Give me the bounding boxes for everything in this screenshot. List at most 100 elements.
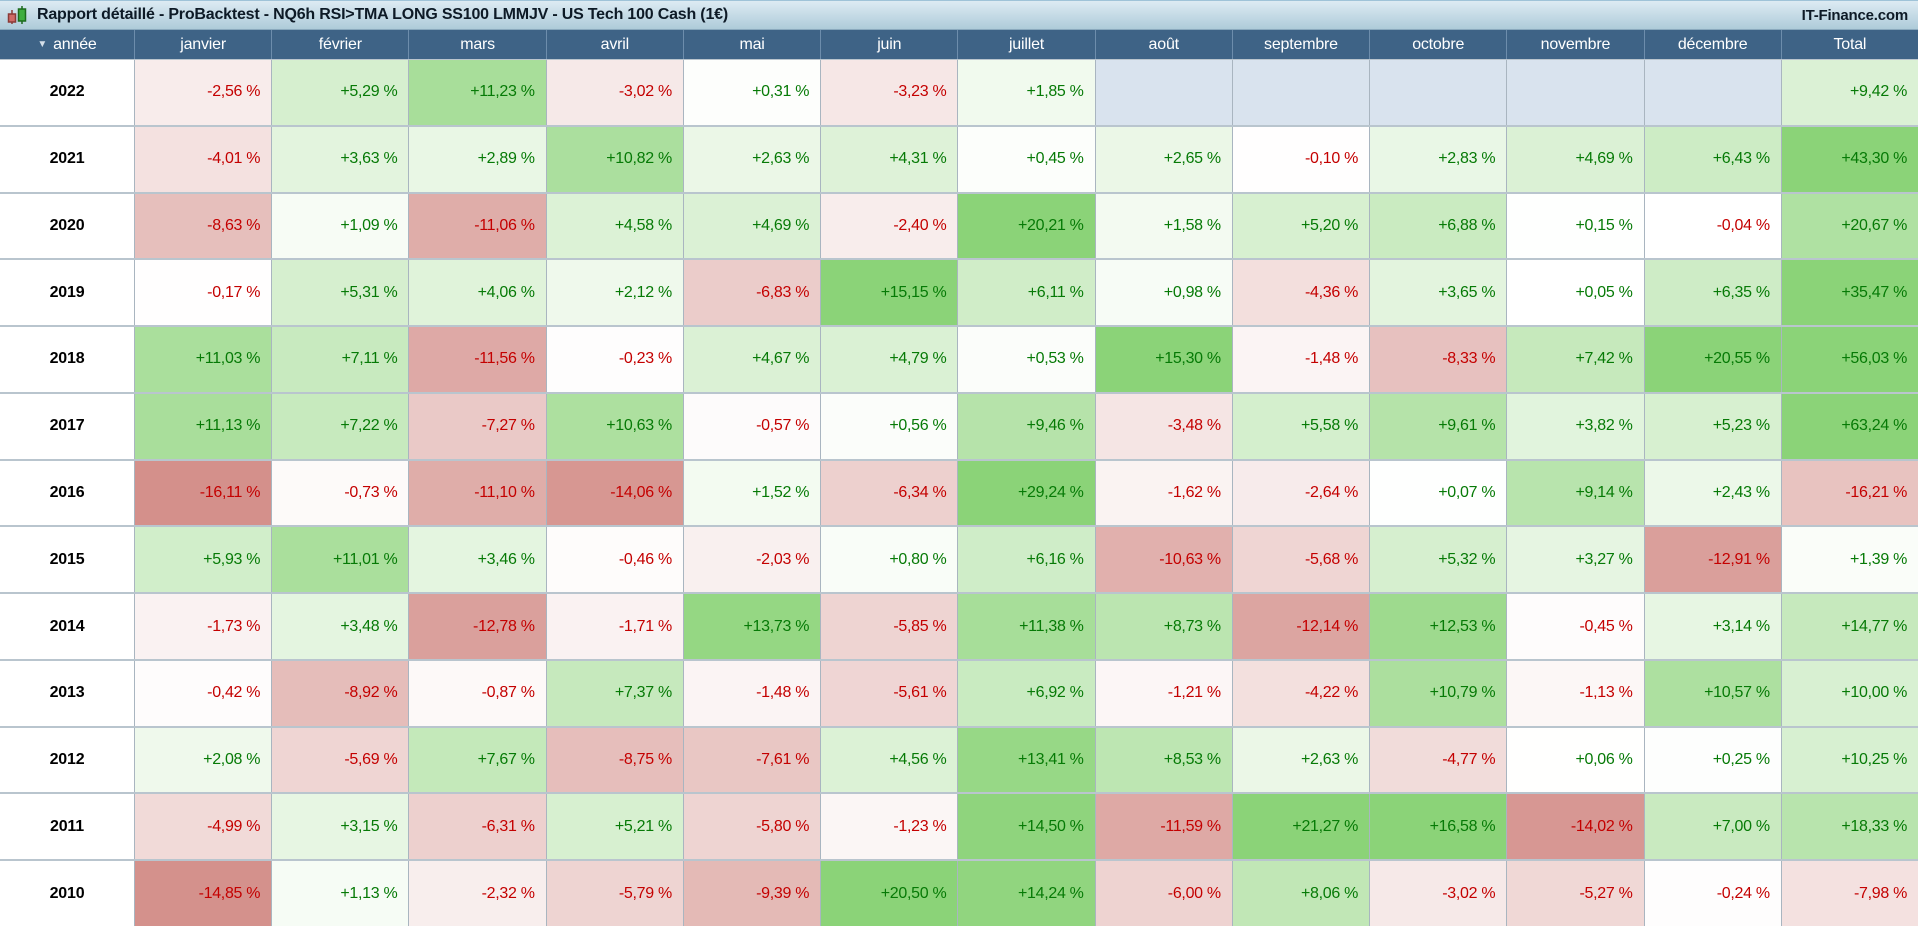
- value-cell: -0,04 %: [1643, 193, 1781, 259]
- value-cell: +5,20 %: [1231, 193, 1370, 259]
- value-cell: -6,00 %: [1094, 861, 1232, 926]
- column-header-janvier[interactable]: janvier: [134, 30, 271, 59]
- value-cell: +8,06 %: [1231, 861, 1370, 926]
- value-cell: -8,75 %: [545, 727, 683, 793]
- value-cell: +6,88 %: [1369, 193, 1507, 259]
- value-cell: +7,22 %: [271, 393, 409, 459]
- table-row-2015: 2015 +5,93 % +11,01 % +3,46 % -0,46 % -2,03 %…: [0, 525, 1918, 593]
- value-cell: -14,06 %: [545, 460, 683, 526]
- column-header-avril[interactable]: avril: [545, 30, 683, 59]
- table-row-2021: 2021 -4,01 % +3,63 % +2,89 % +10,82 % +2,63 %…: [0, 124, 1918, 192]
- year-cell: 2020: [0, 193, 134, 259]
- value-cell: -5,79 %: [545, 861, 683, 926]
- column-header-décembre[interactable]: décembre: [1643, 30, 1781, 59]
- year-cell: 2012: [0, 727, 134, 793]
- value-cell: -0,45 %: [1506, 594, 1644, 659]
- value-cell: -14,85 %: [134, 861, 272, 926]
- value-cell: +11,13 %: [134, 393, 272, 459]
- year-cell: 2017: [0, 393, 134, 459]
- value-cell: -10,63 %: [1094, 527, 1232, 593]
- value-cell: -3,02 %: [545, 60, 683, 125]
- value-cell: -5,68 %: [1231, 527, 1370, 593]
- value-cell: +7,00 %: [1643, 794, 1781, 860]
- value-cell: +4,79 %: [820, 327, 958, 392]
- total-cell: +56,03 %: [1780, 327, 1918, 392]
- value-cell: +4,69 %: [1506, 126, 1644, 192]
- value-cell: +0,98 %: [1094, 260, 1232, 326]
- value-cell: +4,31 %: [820, 126, 958, 192]
- value-cell: +1,52 %: [682, 460, 821, 526]
- value-cell: -4,77 %: [1369, 727, 1507, 793]
- column-header-year[interactable]: ▼ année: [0, 30, 134, 59]
- column-header-novembre[interactable]: novembre: [1506, 30, 1643, 59]
- value-cell: -6,83 %: [682, 260, 821, 326]
- empty-cell: [1231, 60, 1370, 125]
- value-cell: +2,63 %: [1231, 727, 1370, 793]
- value-cell: +3,65 %: [1369, 260, 1507, 326]
- value-cell: -1,23 %: [820, 794, 958, 860]
- value-cell: +4,58 %: [545, 193, 683, 259]
- value-cell: -7,61 %: [682, 727, 821, 793]
- value-cell: +20,21 %: [957, 193, 1095, 259]
- value-cell: +1,85 %: [957, 60, 1095, 125]
- column-header-juin[interactable]: juin: [820, 30, 957, 59]
- column-header-octobre[interactable]: octobre: [1369, 30, 1506, 59]
- value-cell: -3,23 %: [820, 60, 958, 125]
- total-cell: +10,00 %: [1780, 660, 1918, 726]
- value-cell: +15,30 %: [1094, 327, 1232, 392]
- value-cell: +15,15 %: [820, 260, 958, 326]
- value-cell: -16,11 %: [134, 460, 272, 526]
- total-cell: -7,98 %: [1780, 861, 1918, 926]
- value-cell: +0,06 %: [1506, 727, 1644, 793]
- column-header-label: juillet: [1008, 35, 1045, 53]
- value-cell: -7,27 %: [408, 393, 546, 459]
- sort-descending-icon: ▼: [37, 38, 48, 50]
- value-cell: -11,06 %: [408, 193, 546, 259]
- column-header-mai[interactable]: mai: [682, 30, 820, 59]
- value-cell: +13,73 %: [682, 594, 821, 659]
- column-header-total[interactable]: Total: [1780, 30, 1918, 59]
- value-cell: +1,09 %: [271, 193, 409, 259]
- table-row-2016: 2016 -16,11 % -0,73 % -11,10 % -14,06 % +1,52…: [0, 458, 1918, 526]
- value-cell: -5,85 %: [820, 594, 958, 659]
- column-header-février[interactable]: février: [271, 30, 408, 59]
- column-header-septembre[interactable]: septembre: [1231, 30, 1369, 59]
- value-cell: +0,05 %: [1506, 260, 1644, 326]
- value-cell: +0,15 %: [1506, 193, 1644, 259]
- value-cell: -2,64 %: [1231, 460, 1370, 526]
- value-cell: -2,32 %: [408, 861, 546, 926]
- total-cell: +9,42 %: [1780, 60, 1918, 125]
- value-cell: -5,27 %: [1506, 861, 1644, 926]
- value-cell: +2,08 %: [134, 727, 272, 793]
- year-cell: 2013: [0, 660, 134, 726]
- value-cell: -0,46 %: [545, 527, 683, 593]
- column-header-juillet[interactable]: juillet: [957, 30, 1094, 59]
- value-cell: +1,13 %: [271, 861, 409, 926]
- empty-cell: [1094, 60, 1232, 125]
- table-body: 2022 -2,56 % +5,29 % +11,23 % -3,02 % +0,31 %…: [0, 59, 1918, 926]
- total-cell: +35,47 %: [1780, 260, 1918, 326]
- value-cell: -5,80 %: [682, 794, 821, 860]
- column-header-label: novembre: [1540, 35, 1611, 53]
- value-cell: +2,89 %: [408, 126, 546, 192]
- table-row-2013: 2013 -0,42 % -8,92 % -0,87 % +7,37 % -1,48 % -…: [0, 658, 1918, 726]
- value-cell: +11,23 %: [408, 60, 546, 125]
- column-header-label: mai: [739, 35, 765, 53]
- column-header-mars[interactable]: mars: [408, 30, 545, 59]
- total-cell: +43,30 %: [1780, 126, 1918, 192]
- value-cell: +4,69 %: [682, 193, 821, 259]
- value-cell: +20,50 %: [820, 861, 958, 926]
- total-cell: +20,67 %: [1780, 193, 1918, 259]
- value-cell: -1,13 %: [1506, 660, 1644, 726]
- value-cell: -4,22 %: [1231, 660, 1370, 726]
- value-cell: -2,40 %: [820, 193, 958, 259]
- value-cell: -0,87 %: [408, 660, 546, 726]
- value-cell: -2,56 %: [134, 60, 272, 125]
- column-header-août[interactable]: août: [1094, 30, 1232, 59]
- value-cell: +7,67 %: [408, 727, 546, 793]
- value-cell: +3,48 %: [271, 594, 409, 659]
- value-cell: +4,56 %: [820, 727, 958, 793]
- value-cell: -1,71 %: [545, 594, 683, 659]
- window-title: Rapport détaillé - ProBacktest - NQ6h RS…: [37, 6, 728, 23]
- value-cell: +14,50 %: [957, 794, 1095, 860]
